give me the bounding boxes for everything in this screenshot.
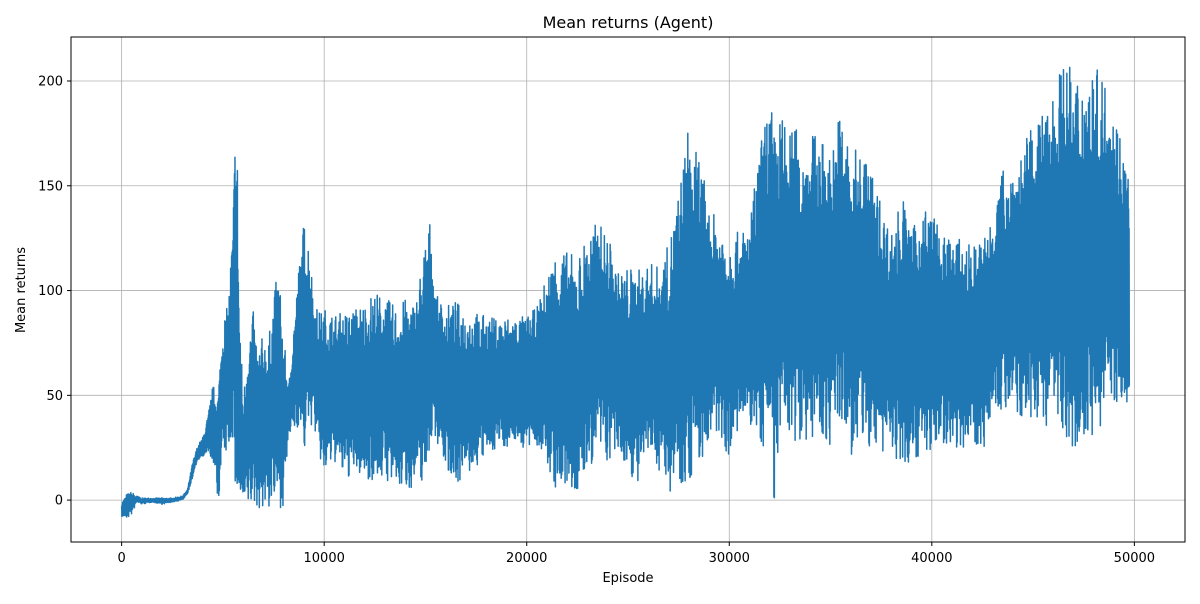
y-tick-label: 150 [38, 179, 63, 194]
x-tick-label: 20000 [506, 551, 547, 566]
y-axis-label: Mean returns [14, 247, 29, 333]
x-tick-label: 30000 [709, 551, 750, 566]
x-tick-label: 40000 [911, 551, 952, 566]
chart-title: Mean returns (Agent) [543, 13, 714, 32]
plot-frame [70, 36, 1186, 543]
y-tick-label: 50 [46, 389, 63, 404]
y-tick-label: 0 [55, 494, 63, 509]
x-axis-label: Episode [602, 571, 653, 586]
y-tick-label: 200 [38, 75, 63, 90]
x-axis-ticks: 0 10000 20000 30000 40000 50000 [117, 542, 1155, 566]
y-axis-ticks: 0 50 100 150 200 [38, 75, 71, 509]
x-tick-label: 0 [117, 551, 125, 566]
x-tick-label: 10000 [304, 551, 345, 566]
x-tick-label: 50000 [1114, 551, 1155, 566]
series-line [120, 66, 1131, 518]
y-tick-label: 100 [38, 284, 63, 299]
series-layer [120, 66, 1131, 518]
